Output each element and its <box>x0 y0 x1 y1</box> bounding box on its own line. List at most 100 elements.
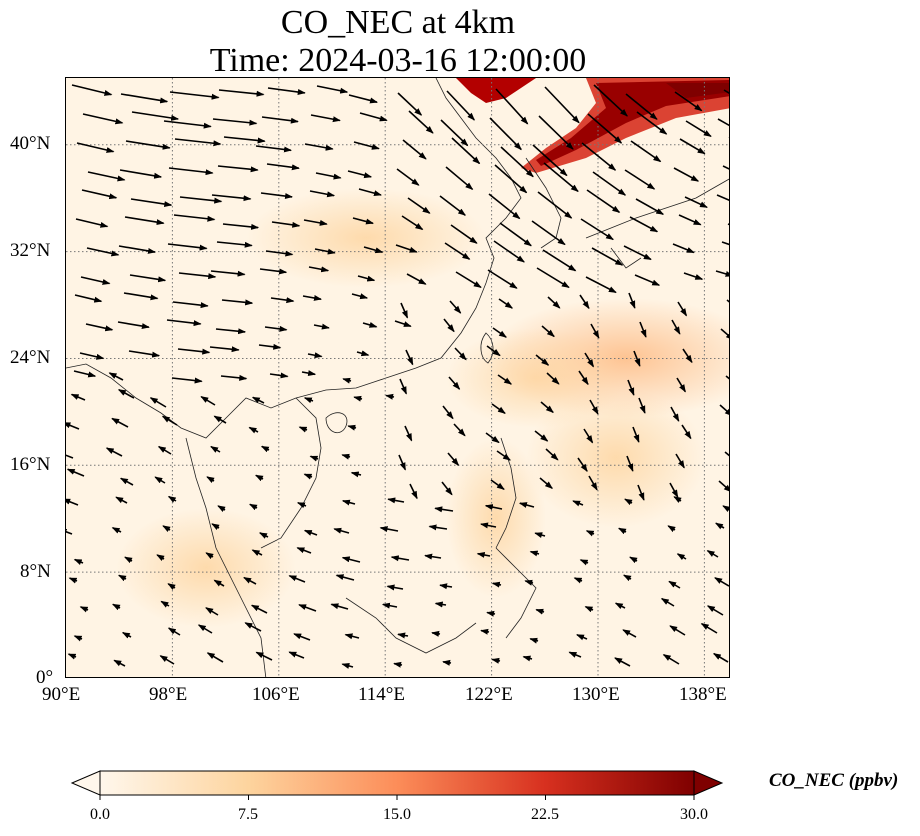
wind-arrow <box>172 301 209 309</box>
wind-arrow <box>727 223 729 226</box>
wind-arrow <box>86 247 120 257</box>
wind-arrow <box>495 88 529 125</box>
wind-arrow <box>111 417 129 428</box>
wind-arrow <box>720 328 729 341</box>
wind-arrow <box>271 221 301 228</box>
wind-arrow <box>676 553 687 561</box>
wind-arrow <box>494 164 528 194</box>
wind-arrow <box>341 556 361 563</box>
wind-arrow <box>585 530 595 537</box>
wind-arrow <box>491 581 502 588</box>
wind-arrow <box>121 631 132 639</box>
wind-arrow <box>542 249 577 272</box>
wind-arrow <box>589 399 599 415</box>
wind-arrow <box>333 527 350 534</box>
wind-arrow <box>71 84 113 96</box>
wind-arrow <box>568 651 582 658</box>
wind-arrow <box>489 117 522 151</box>
wind-arrow <box>298 426 308 433</box>
wind-arrow <box>351 293 369 300</box>
wind-arrow <box>222 223 260 230</box>
wind-arrow <box>163 120 212 129</box>
wind-arrow <box>352 217 374 225</box>
wind-arrow <box>540 401 554 414</box>
wind-arrow <box>266 163 300 171</box>
wind-arrow <box>166 319 202 327</box>
wind-arrow <box>493 240 525 263</box>
wind-arrow <box>209 346 240 353</box>
wind-arrow <box>728 137 729 138</box>
wind-arrow <box>313 323 330 330</box>
colorbar-ramp <box>99 770 695 796</box>
wind-arrow <box>722 165 729 170</box>
wind-arrow <box>681 424 692 440</box>
wind-arrow <box>250 604 268 614</box>
wind-arrow <box>159 655 175 665</box>
wind-arrow <box>379 526 399 533</box>
wind-arrow <box>213 415 227 424</box>
wind-arrow <box>169 91 220 100</box>
wind-arrow <box>296 502 307 509</box>
wind-arrow <box>625 93 658 120</box>
wind-arrow <box>303 397 314 404</box>
wind-arrow <box>393 661 403 668</box>
wind-arrow <box>80 276 111 285</box>
wind-arrow <box>217 505 226 513</box>
wind-arrow <box>529 550 540 557</box>
wind-arrow <box>717 118 729 127</box>
wind-arrow <box>111 526 122 534</box>
wind-arrow <box>66 528 73 535</box>
wind-arrow <box>113 659 126 667</box>
wind-arrow <box>529 637 539 644</box>
wind-arrow <box>79 606 89 613</box>
wind-arrow <box>535 608 545 615</box>
wind-arrow <box>672 243 695 254</box>
wind-arrow <box>119 477 134 486</box>
wind-arrow <box>490 479 505 490</box>
graticule <box>66 78 729 677</box>
wind-arrow <box>491 657 501 664</box>
wind-arrow <box>577 457 588 473</box>
wind-arrow <box>397 632 409 639</box>
wind-arrow <box>622 629 637 638</box>
wind-arrow <box>538 115 574 150</box>
wind-arrow <box>67 653 77 660</box>
wind-arrow <box>73 558 84 565</box>
wind-arrow <box>74 294 103 303</box>
wind-arrow <box>678 214 702 226</box>
wind-arrow <box>303 529 318 536</box>
lon-tick-98e: 98°E <box>149 684 188 705</box>
wind-arrow <box>108 372 124 381</box>
map-canvas <box>66 78 729 677</box>
wind-arrow <box>518 502 535 508</box>
wind-arrow <box>576 634 588 641</box>
colorbar-max-extend <box>693 770 724 796</box>
wind-arrow <box>309 190 336 198</box>
wind-arrow <box>721 241 729 246</box>
wind-arrow <box>484 504 503 511</box>
wind-arrow <box>700 623 718 634</box>
wind-arrow <box>712 652 729 663</box>
wind-arrow <box>446 90 475 121</box>
wind-arrow <box>624 498 633 506</box>
lon-tick-130e: 130°E <box>572 684 620 705</box>
wind-arrow <box>586 189 621 213</box>
wind-arrow <box>304 143 334 151</box>
wind-arrow <box>87 171 126 182</box>
wind-arrow <box>450 224 478 244</box>
wind-arrow <box>358 188 382 197</box>
wind-arrow <box>539 477 553 489</box>
wind-arrow <box>269 372 289 379</box>
wind-arrow <box>584 352 595 368</box>
wind-arrow <box>128 350 161 358</box>
wind-arrow <box>267 87 306 95</box>
wind-arrow <box>66 454 74 459</box>
wind-arrow <box>404 425 413 442</box>
wind-arrow <box>261 116 299 124</box>
colorbar-tick-0: 0.0 <box>90 806 110 823</box>
wind-arrow <box>669 625 686 636</box>
wind-arrow <box>215 328 247 335</box>
wind-arrow <box>302 295 322 301</box>
wind-arrow <box>105 447 123 457</box>
wind-arrow <box>447 452 460 466</box>
